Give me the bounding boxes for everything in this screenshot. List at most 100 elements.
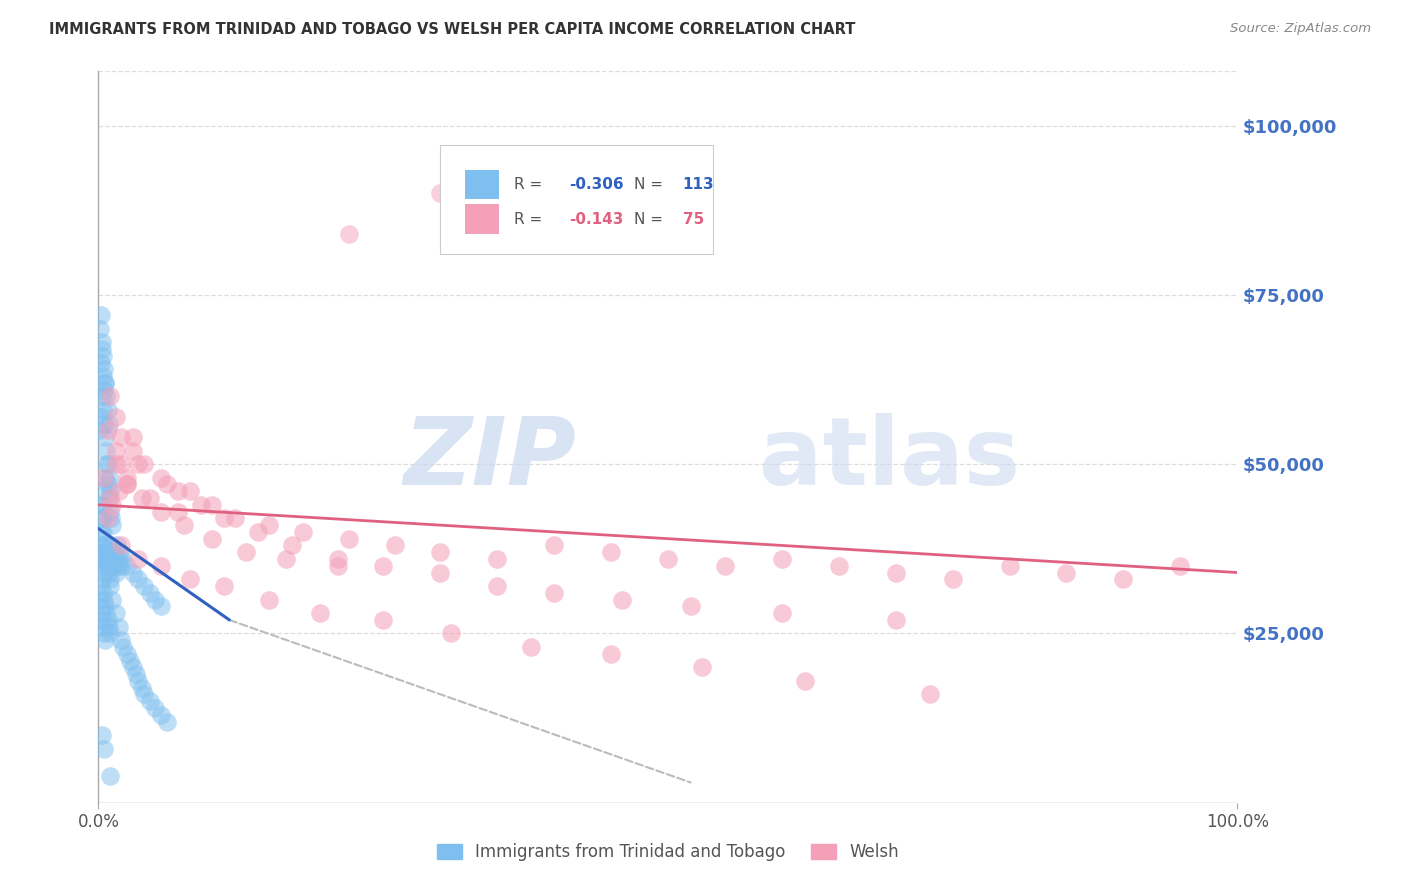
Point [942, 572, 965, 586]
Point [337, 227, 360, 241]
Point [101, 518, 124, 533]
Point [90, 572, 112, 586]
Point [156, 477, 179, 491]
Point [94, 471, 117, 485]
Point [98, 484, 121, 499]
Point [93, 484, 115, 499]
Point [91, 524, 114, 539]
Point [90, 728, 112, 742]
Point [292, 524, 315, 539]
Point [125, 667, 148, 681]
Point [90, 511, 112, 525]
Point [96, 566, 118, 580]
Point [93, 552, 115, 566]
Point [90, 538, 112, 552]
Point [132, 457, 155, 471]
Point [326, 552, 349, 566]
Point [93, 383, 115, 397]
Text: 113: 113 [683, 178, 714, 193]
Point [127, 572, 149, 586]
Point [138, 586, 160, 600]
Point [104, 566, 127, 580]
Point [104, 409, 127, 424]
Point [91, 586, 114, 600]
Point [121, 430, 143, 444]
Point [98, 572, 121, 586]
Point [100, 558, 122, 573]
Point [429, 566, 451, 580]
Point [127, 457, 149, 471]
Point [93, 362, 115, 376]
Point [103, 545, 125, 559]
Point [103, 558, 125, 573]
Point [96, 558, 118, 573]
Point [94, 376, 117, 390]
Point [90, 335, 112, 350]
Point [108, 484, 131, 499]
Point [131, 491, 153, 505]
Point [190, 498, 212, 512]
Point [998, 558, 1021, 573]
Point [96, 477, 118, 491]
Point [98, 545, 121, 559]
Point [96, 423, 118, 437]
Point [100, 511, 122, 525]
Point [110, 457, 132, 471]
Point [97, 552, 120, 566]
Point [486, 579, 509, 593]
Point [108, 620, 131, 634]
Point [93, 558, 115, 573]
Text: R =: R = [515, 211, 553, 227]
Point [145, 701, 167, 715]
Point [97, 491, 120, 505]
Point [115, 471, 138, 485]
Point [98, 579, 121, 593]
Point [98, 491, 121, 505]
Point [100, 538, 122, 552]
Point [112, 640, 135, 654]
Point [104, 552, 127, 566]
Point [110, 538, 132, 552]
Point [201, 498, 224, 512]
Point [520, 640, 543, 654]
Point [326, 558, 349, 573]
Point [145, 592, 167, 607]
Point [1170, 558, 1192, 573]
Point [612, 592, 634, 607]
Point [201, 532, 224, 546]
Point [94, 599, 117, 614]
Point [93, 417, 115, 431]
Point [91, 369, 114, 384]
Text: 75: 75 [683, 211, 704, 227]
Point [90, 606, 112, 620]
Point [94, 545, 117, 559]
Point [384, 538, 406, 552]
Point [96, 403, 118, 417]
Point [714, 558, 737, 573]
Point [120, 654, 142, 668]
Point [101, 552, 124, 566]
Point [105, 538, 128, 552]
Point [131, 681, 153, 695]
Point [1112, 572, 1135, 586]
Point [98, 389, 121, 403]
Point [770, 606, 793, 620]
Text: ZIP: ZIP [404, 413, 576, 505]
Point [107, 558, 129, 573]
Point [429, 545, 451, 559]
Point [98, 626, 121, 640]
Point [828, 558, 851, 573]
Point [884, 613, 907, 627]
Point [259, 518, 281, 533]
Point [115, 477, 138, 491]
Point [90, 613, 112, 627]
Point [94, 552, 117, 566]
Point [97, 471, 120, 485]
Point [309, 606, 332, 620]
Point [121, 443, 143, 458]
Point [90, 579, 112, 593]
Point [98, 769, 121, 783]
Point [212, 579, 235, 593]
Point [156, 714, 179, 729]
Text: R =: R = [515, 178, 547, 193]
